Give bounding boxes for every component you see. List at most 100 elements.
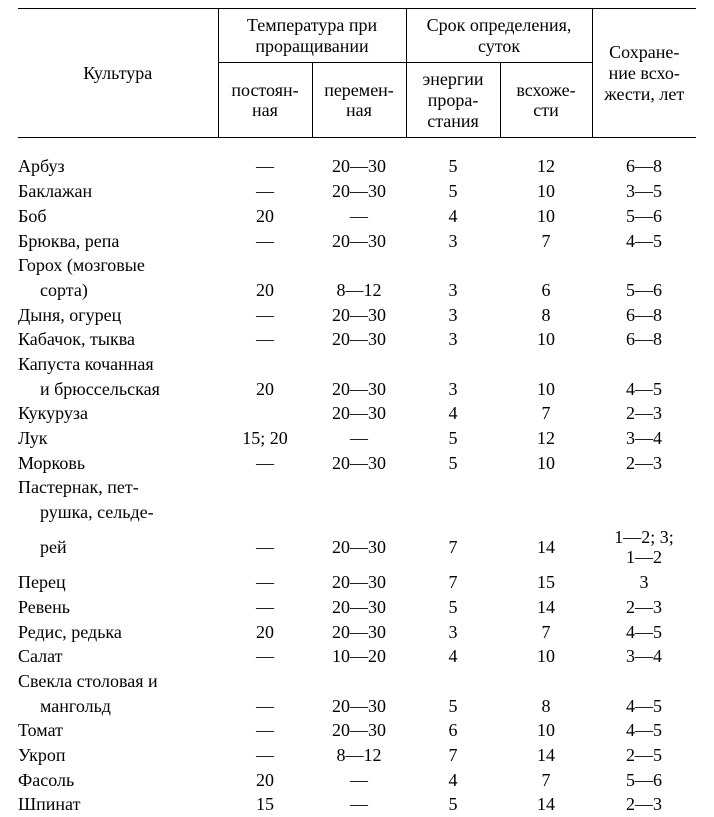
days-energy-cell: 3 [406,620,500,645]
temp-const-cell: 15 [218,792,312,817]
temp-var-cell: 20—30 [312,620,406,645]
table-row: рушка, сельде- [18,500,696,525]
temp-var-cell: 20—30 [312,229,406,254]
header-days-group: Срок определения, суток [406,9,592,63]
days-energy-cell: 5 [406,179,500,204]
crop-cell: и брюссельская [18,377,218,402]
header-days-germ: всхоже-сти [500,63,592,138]
table-row: Свекла столовая и [18,669,696,694]
days-germ-cell: 10 [500,718,592,743]
days-energy-cell: 7 [406,743,500,768]
keep-cell: 6—8 [592,154,696,179]
days-energy-cell: 4 [406,768,500,793]
crop-cell: Лук [18,426,218,451]
crop-cell: Арбуз [18,154,218,179]
days-germ-cell: 14 [500,743,592,768]
empty-cell [406,253,500,278]
temp-const-cell: 20 [218,768,312,793]
temp-const-cell: — [218,743,312,768]
temp-const-cell: 20 [218,278,312,303]
temp-const-cell: — [218,179,312,204]
table-row: Ревень—20—305142—3 [18,595,696,620]
crop-cell: мангольд [18,694,218,719]
table-row: Баклажан—20—305103—5 [18,179,696,204]
temp-var-cell: 20—30 [312,303,406,328]
keep-cell: 3—5 [592,179,696,204]
crop-cell: рушка, сельде- [18,500,218,525]
keep-cell: 6—8 [592,303,696,328]
empty-cell [312,669,406,694]
crop-cell: Шпинат [18,792,218,817]
temp-var-cell: 8—12 [312,278,406,303]
crop-cell: Салат [18,644,218,669]
crop-cell: Пастернак, пет- [18,475,218,500]
days-energy-cell: 5 [406,451,500,476]
empty-cell [592,352,696,377]
temp-const-cell: — [218,451,312,476]
temp-const-cell: — [218,525,312,570]
temp-const-cell: — [218,644,312,669]
temp-const-cell: 20 [218,620,312,645]
empty-cell [500,669,592,694]
days-germ-cell: 14 [500,792,592,817]
empty-cell [500,352,592,377]
days-energy-cell: 4 [406,401,500,426]
empty-cell [312,500,406,525]
temp-var-cell: — [312,426,406,451]
crop-cell: Редис, редька [18,620,218,645]
empty-cell [312,475,406,500]
days-germ-cell: 15 [500,570,592,595]
keep-cell: 5—6 [592,204,696,229]
keep-cell: 5—6 [592,278,696,303]
crop-cell: Перец [18,570,218,595]
days-germ-cell: 14 [500,595,592,620]
header-days-energy: энергии прора-стания [406,63,500,138]
header-temp-const: постоян-ная [218,63,312,138]
empty-cell [218,475,312,500]
header-keep: Сохране-ние всхо-жести, лет [592,9,696,138]
temp-const-cell [218,401,312,426]
keep-cell: 3—4 [592,644,696,669]
temp-const-cell: — [218,718,312,743]
table-row: Салат—10—204103—4 [18,644,696,669]
table-row: и брюссельская2020—303104—5 [18,377,696,402]
days-energy-cell: 3 [406,303,500,328]
crop-cell: Свекла столовая и [18,669,218,694]
days-germ-cell: 10 [500,179,592,204]
crop-cell: Баклажан [18,179,218,204]
table-row: Дыня, огурец—20—30386—8 [18,303,696,328]
table-header: Культура Температура при проращивании Ср… [18,9,696,138]
temp-var-cell: 20—30 [312,718,406,743]
table-row: Томат—20—306104—5 [18,718,696,743]
days-energy-cell: 5 [406,426,500,451]
crop-cell: Фасоль [18,768,218,793]
keep-cell: 4—5 [592,620,696,645]
keep-cell: 4—5 [592,377,696,402]
empty-cell [218,669,312,694]
temp-var-cell: 20—30 [312,377,406,402]
keep-cell: 4—5 [592,694,696,719]
days-germ-cell: 10 [500,204,592,229]
days-germ-cell: 7 [500,768,592,793]
crop-cell: Боб [18,204,218,229]
crop-cell: Капуста кочанная [18,352,218,377]
header-crop: Культура [18,9,218,138]
table-row: Капуста кочанная [18,352,696,377]
empty-cell [312,253,406,278]
crop-cell: Томат [18,718,218,743]
days-energy-cell: 5 [406,792,500,817]
table-body: Арбуз—20—305126—8Баклажан—20—305103—5Боб… [18,138,696,817]
crop-cell: Укроп [18,743,218,768]
empty-cell [592,253,696,278]
days-germ-cell: 6 [500,278,592,303]
days-energy-cell: 7 [406,570,500,595]
days-germ-cell: 7 [500,620,592,645]
table-row: Кукуруза20—30472—3 [18,401,696,426]
keep-cell: 6—8 [592,327,696,352]
keep-cell: 2—3 [592,401,696,426]
keep-cell: 4—5 [592,229,696,254]
keep-cell: 2—3 [592,792,696,817]
empty-cell [592,669,696,694]
temp-const-cell: 20 [218,204,312,229]
temp-const-cell: 20 [218,377,312,402]
